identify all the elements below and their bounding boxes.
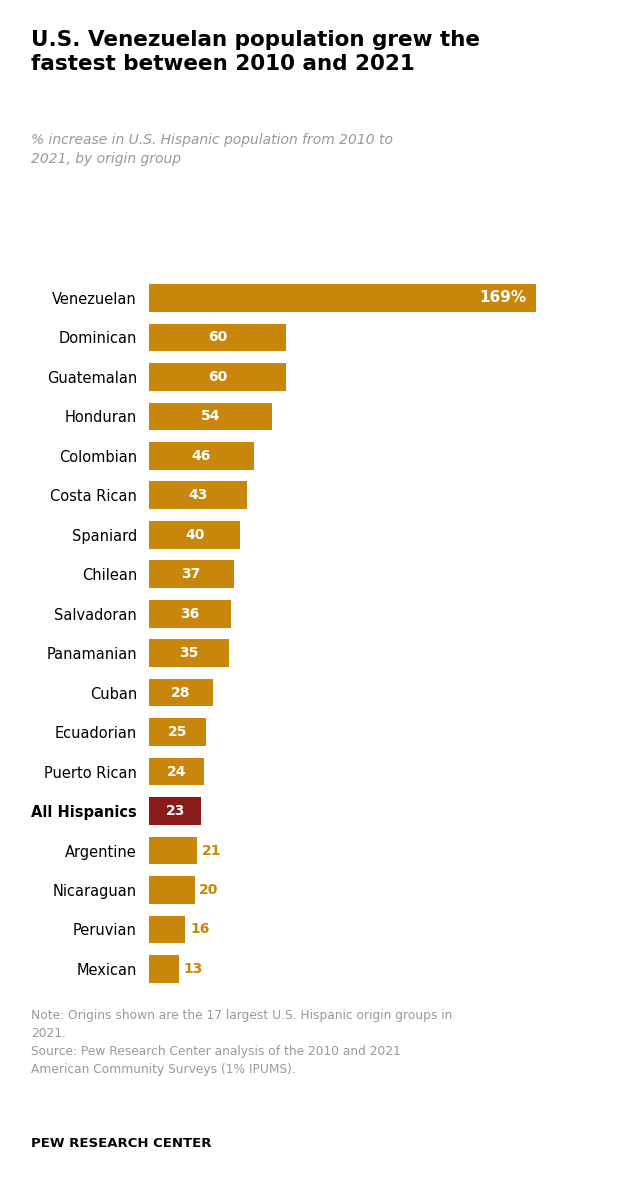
Text: 60: 60 bbox=[208, 369, 227, 384]
Bar bbox=[149, 521, 241, 548]
Text: 24: 24 bbox=[167, 765, 186, 779]
Bar bbox=[149, 797, 202, 825]
Text: 36: 36 bbox=[180, 606, 200, 620]
Text: Note: Origins shown are the 17 largest U.S. Hispanic origin groups in
2021.
Sour: Note: Origins shown are the 17 largest U… bbox=[31, 1009, 453, 1076]
Bar bbox=[149, 284, 536, 311]
Text: 16: 16 bbox=[190, 922, 210, 937]
Text: 169%: 169% bbox=[479, 290, 526, 305]
Text: 35: 35 bbox=[179, 646, 198, 661]
Text: 25: 25 bbox=[167, 725, 187, 739]
Bar bbox=[149, 639, 229, 667]
Text: 21: 21 bbox=[202, 843, 221, 857]
Bar bbox=[149, 837, 197, 864]
Text: 60: 60 bbox=[208, 330, 227, 345]
Bar bbox=[149, 560, 234, 588]
Bar bbox=[149, 323, 286, 352]
Bar bbox=[149, 442, 254, 470]
Bar bbox=[149, 915, 185, 944]
Text: 13: 13 bbox=[183, 961, 203, 976]
Text: 37: 37 bbox=[182, 567, 201, 581]
Text: PEW RESEARCH CENTER: PEW RESEARCH CENTER bbox=[31, 1137, 211, 1150]
Text: 54: 54 bbox=[201, 410, 220, 424]
Text: % increase in U.S. Hispanic population from 2010 to
2021, by origin group: % increase in U.S. Hispanic population f… bbox=[31, 133, 393, 166]
Text: 28: 28 bbox=[171, 686, 190, 700]
Bar bbox=[149, 600, 231, 628]
Bar bbox=[149, 758, 204, 785]
Bar bbox=[149, 876, 195, 903]
Bar bbox=[149, 678, 213, 707]
Bar bbox=[149, 482, 247, 509]
Text: 20: 20 bbox=[199, 883, 218, 897]
Bar bbox=[149, 719, 206, 746]
Bar bbox=[149, 955, 179, 983]
Text: 40: 40 bbox=[185, 528, 204, 542]
Text: U.S. Venezuelan population grew the
fastest between 2010 and 2021: U.S. Venezuelan population grew the fast… bbox=[31, 30, 480, 73]
Text: 46: 46 bbox=[192, 449, 211, 463]
Bar bbox=[149, 363, 286, 391]
Text: 23: 23 bbox=[166, 804, 185, 818]
Bar bbox=[149, 403, 272, 430]
Text: 43: 43 bbox=[188, 488, 208, 502]
